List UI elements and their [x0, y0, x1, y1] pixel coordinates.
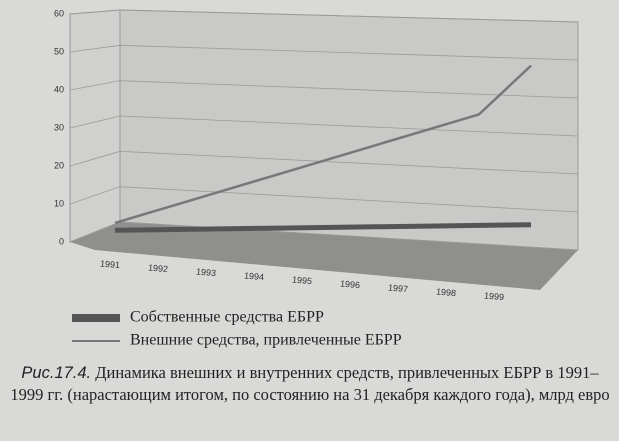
legend-label: Внешние средства, привлеченные ЕБРР [130, 332, 402, 349]
y-tick-label: 20 [54, 160, 64, 170]
floor [70, 222, 578, 290]
legend-swatch [72, 340, 120, 342]
y-tick-label: 40 [54, 84, 64, 94]
x-tick-label: 1999 [484, 291, 505, 303]
back-wall [119, 9, 579, 251]
caption-label: Рис.17.4. [21, 364, 92, 382]
x-tick-label: 1994 [244, 271, 265, 283]
grid-line [69, 150, 579, 175]
grid-line [69, 44, 579, 61]
grid-line [69, 9, 579, 23]
series-line [114, 64, 532, 225]
legend-label: Собственные средства ЕБРР [130, 309, 324, 326]
x-tick-label: 1991 [100, 259, 121, 271]
x-tick-label: 1997 [388, 283, 409, 295]
series-line [114, 222, 532, 233]
y-tick-label: 0 [59, 236, 64, 246]
grid-line [69, 186, 579, 213]
y-tick-label: 10 [54, 198, 64, 208]
y-tick-label: 50 [54, 46, 64, 56]
chart: 0 10 20 30 40 50 60 1991 1992 1993 1994 1995 1996 199… [54, 8, 579, 349]
grid-line [69, 80, 579, 99]
x-tick-label: 1993 [196, 267, 217, 279]
legend-swatch [72, 314, 120, 322]
x-tick-label: 1998 [436, 287, 457, 299]
caption: Рис.17.4. Динамика внешних и внутренних … [10, 362, 610, 406]
y-tick-label: 60 [54, 8, 64, 18]
x-tick-label: 1992 [148, 263, 169, 275]
x-tick-label: 1995 [292, 275, 313, 287]
y-tick-label: 30 [54, 122, 64, 132]
x-tick-label: 1996 [340, 279, 361, 291]
caption-text: Динамика внешних и внутренних средств, п… [10, 363, 610, 404]
